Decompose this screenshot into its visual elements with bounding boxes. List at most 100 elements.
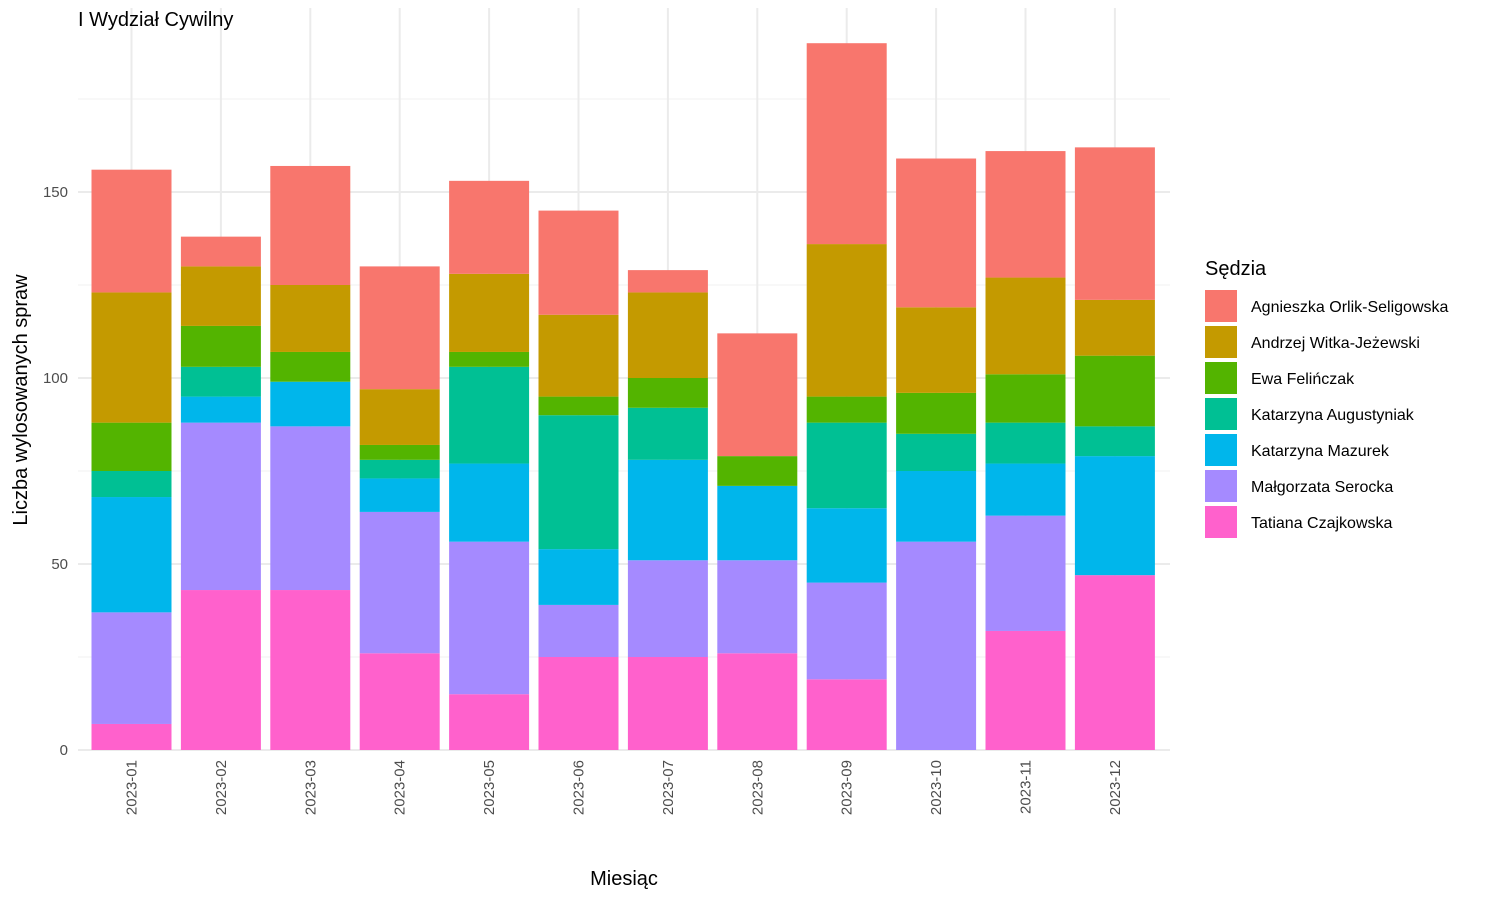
bar-segment bbox=[1074, 456, 1155, 576]
legend: Sędzia Agnieszka Orlik-Seligowska Andrzej… bbox=[1205, 258, 1449, 538]
bar-segment bbox=[91, 612, 172, 724]
y-tick-label: 150 bbox=[43, 184, 68, 201]
bar-segment bbox=[270, 426, 351, 591]
bar-segment bbox=[91, 723, 172, 750]
x-tick-label: 2023-05 bbox=[481, 760, 498, 815]
bar-segment bbox=[985, 374, 1066, 423]
bar-segment bbox=[449, 351, 530, 367]
bar-segment bbox=[359, 389, 440, 445]
bar-segment bbox=[627, 459, 708, 561]
x-axis-title: Miesiąc bbox=[590, 868, 658, 890]
x-tick-label: 2023-12 bbox=[1107, 760, 1124, 815]
bar-segment bbox=[806, 508, 887, 583]
x-tick-label: 2023-10 bbox=[928, 760, 945, 815]
x-axis: 2023-01 2023-02 2023-03 2023-04 2023-05 2023-… bbox=[124, 760, 1124, 815]
legend-title: Sędzia bbox=[1205, 258, 1267, 280]
x-tick-label: 2023-11 bbox=[1018, 760, 1035, 814]
bar-segment bbox=[627, 378, 708, 408]
x-tick-label: 2023-03 bbox=[302, 760, 319, 815]
bar-segment bbox=[1074, 355, 1155, 427]
bar-segment bbox=[896, 307, 977, 393]
bar-segment bbox=[180, 325, 261, 367]
bar-segment bbox=[359, 459, 440, 479]
y-tick-label: 0 bbox=[60, 742, 68, 759]
bar-segment bbox=[717, 653, 798, 750]
bar-segment bbox=[91, 497, 172, 613]
bar-segment bbox=[538, 549, 619, 605]
bar-segment bbox=[449, 366, 530, 464]
legend-label: Andrzej Witka-Jeżewski bbox=[1251, 335, 1420, 352]
bar-segment bbox=[449, 541, 530, 695]
bar-segment bbox=[717, 485, 798, 561]
bar-segment bbox=[896, 433, 977, 471]
x-tick-label: 2023-01 bbox=[124, 760, 141, 815]
bar-segment bbox=[270, 381, 351, 427]
bar-segment bbox=[538, 657, 619, 750]
bar-segment bbox=[180, 266, 261, 326]
legend-swatch bbox=[1205, 326, 1237, 358]
bar-segment bbox=[538, 415, 619, 550]
bar-segment bbox=[717, 333, 798, 457]
bar-segment bbox=[806, 422, 887, 509]
bar-segment bbox=[180, 366, 261, 397]
bar-segment bbox=[1074, 147, 1155, 300]
y-axis-title: Liczba wylosowanych spraw bbox=[10, 274, 32, 526]
bar-segment bbox=[270, 351, 351, 382]
y-tick-label: 50 bbox=[51, 556, 68, 573]
bar-segment bbox=[91, 422, 172, 471]
bar-segment bbox=[627, 657, 708, 750]
x-tick-label: 2023-06 bbox=[571, 760, 588, 815]
y-tick-label: 100 bbox=[43, 370, 68, 387]
bar-segment bbox=[627, 560, 708, 657]
legend-label: Ewa Felińczak bbox=[1251, 371, 1355, 388]
bar-segment bbox=[270, 165, 351, 285]
bar-segment bbox=[180, 422, 261, 591]
bar-segment bbox=[985, 463, 1066, 516]
legend-swatch bbox=[1205, 470, 1237, 502]
bar-segment bbox=[449, 180, 530, 274]
legend-label: Tatiana Czajkowska bbox=[1251, 515, 1393, 532]
bar-segment bbox=[449, 694, 530, 750]
bar-segment bbox=[627, 270, 708, 293]
bar-segment bbox=[896, 158, 977, 308]
bar-segment bbox=[896, 471, 977, 542]
legend-label: Katarzyna Augustyniak bbox=[1251, 407, 1415, 424]
legend-swatch bbox=[1205, 434, 1237, 466]
y-axis: 0 50 100 150 bbox=[43, 184, 68, 759]
bar-segment bbox=[180, 590, 261, 750]
legend-label: Agnieszka Orlik-Seligowska bbox=[1251, 299, 1449, 316]
x-tick-label: 2023-08 bbox=[749, 760, 766, 815]
bar-segment bbox=[359, 653, 440, 750]
chart-title: I Wydział Cywilny bbox=[78, 9, 233, 31]
bar-segment bbox=[985, 277, 1066, 375]
bar-segment bbox=[270, 285, 351, 352]
bar-segment bbox=[717, 560, 798, 654]
bar-segment bbox=[91, 292, 172, 423]
bar-segment bbox=[538, 314, 619, 397]
bar-segment bbox=[359, 478, 440, 512]
bar-segment bbox=[985, 630, 1066, 750]
bar-segment bbox=[359, 266, 440, 390]
bar-segment bbox=[180, 236, 261, 267]
legend-swatch bbox=[1205, 362, 1237, 394]
bar-segment bbox=[538, 396, 619, 416]
bar-segment bbox=[896, 392, 977, 434]
legend-swatch bbox=[1205, 290, 1237, 322]
bar-segment bbox=[717, 456, 798, 486]
bar-segment bbox=[806, 396, 887, 423]
legend-label: Małgorzata Serocka bbox=[1251, 479, 1393, 496]
legend-swatch bbox=[1205, 398, 1237, 430]
bar-segment bbox=[538, 210, 619, 315]
bar-segment bbox=[538, 604, 619, 657]
bar-segment bbox=[806, 582, 887, 680]
bar-segment bbox=[985, 515, 1066, 631]
x-tick-label: 2023-02 bbox=[213, 760, 230, 815]
bar-segment bbox=[91, 471, 172, 498]
bar-segment bbox=[627, 292, 708, 378]
bar-segment bbox=[806, 244, 887, 397]
bar-segment bbox=[270, 590, 351, 750]
x-tick-label: 2023-07 bbox=[660, 760, 677, 815]
bar-segment bbox=[806, 43, 887, 245]
bar-segment bbox=[449, 463, 530, 542]
